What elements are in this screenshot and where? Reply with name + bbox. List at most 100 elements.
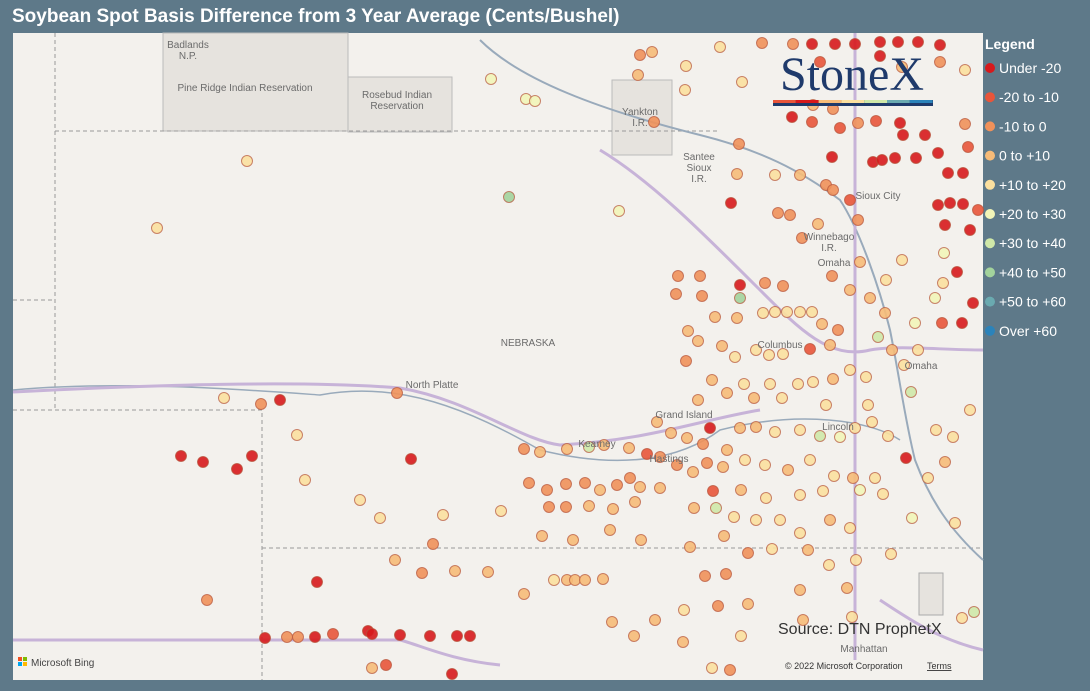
legend-swatch xyxy=(985,92,995,103)
map-dot xyxy=(784,209,796,221)
map-dot xyxy=(912,36,924,48)
map-dot xyxy=(681,432,693,444)
map-dot xyxy=(964,404,976,416)
map-dot xyxy=(292,631,304,643)
map-dot xyxy=(697,438,709,450)
map-dot xyxy=(766,543,778,555)
map-dot xyxy=(850,554,862,566)
map-dot xyxy=(241,155,253,167)
map-dot xyxy=(742,598,754,610)
legend-swatch xyxy=(985,267,995,278)
map-dot xyxy=(579,574,591,586)
map-dot xyxy=(718,530,730,542)
map-dot xyxy=(944,197,956,209)
map-dot xyxy=(939,219,951,231)
legend-swatch xyxy=(985,238,995,249)
map-dot xyxy=(701,457,713,469)
map-dot xyxy=(629,496,641,508)
map-label: Hastings xyxy=(650,454,689,465)
map-dot xyxy=(794,424,806,436)
map-dot xyxy=(874,36,886,48)
terms[interactable]: Terms xyxy=(927,661,952,671)
map-dot xyxy=(654,482,666,494)
legend-label: +20 to +30 xyxy=(999,206,1066,222)
map-dot xyxy=(374,512,386,524)
map-dot xyxy=(281,631,293,643)
map-layer xyxy=(12,32,984,680)
map-bg xyxy=(13,33,983,680)
map-label-line: I.R. xyxy=(821,243,837,254)
map-dot xyxy=(748,392,760,404)
map-label-line: Lincoln xyxy=(822,422,854,433)
map-dot xyxy=(828,470,840,482)
map-dot xyxy=(876,154,888,166)
map-dot xyxy=(781,306,793,318)
map-dot xyxy=(682,325,694,337)
map-label-line: Kearney xyxy=(578,439,615,450)
map-dot xyxy=(259,632,271,644)
map-dot xyxy=(721,444,733,456)
map-dot xyxy=(937,277,949,289)
map-dot xyxy=(824,514,836,526)
map-dot xyxy=(852,214,864,226)
map-dot xyxy=(449,565,461,577)
map-dot xyxy=(716,340,728,352)
map-label: Pine Ridge Indian Reservation xyxy=(177,83,312,94)
map-dot xyxy=(597,573,609,585)
map-label-line: Omaha xyxy=(905,361,938,372)
map-label-line: NEBRASKA xyxy=(501,338,556,349)
map-dot xyxy=(246,450,258,462)
map-dot xyxy=(820,399,832,411)
logo-strip xyxy=(818,100,842,103)
map-dot xyxy=(634,49,646,61)
map-dot xyxy=(416,567,428,579)
map-label: North Platte xyxy=(406,380,459,391)
map-dot xyxy=(757,307,769,319)
map-dot xyxy=(327,628,339,640)
map-dot xyxy=(806,38,818,50)
map-dot xyxy=(623,442,635,454)
map-dot xyxy=(734,279,746,291)
map-dot xyxy=(437,509,449,521)
map-dot xyxy=(844,522,856,534)
map-dot xyxy=(255,398,267,410)
map-dot xyxy=(796,232,808,244)
attribution: © 2022 Microsoft Corporation xyxy=(785,661,903,671)
legend-swatch xyxy=(985,179,995,190)
map-dot xyxy=(906,512,918,524)
map-dot xyxy=(738,378,750,390)
map-dot xyxy=(380,659,392,671)
map-dot xyxy=(870,115,882,127)
map-dot xyxy=(649,614,661,626)
map-label-line: Yankton xyxy=(622,107,658,118)
legend-swatch xyxy=(985,209,995,219)
map-dot xyxy=(687,466,699,478)
map-dot xyxy=(598,439,610,451)
map-dot xyxy=(677,636,689,648)
map-label-line: Pine Ridge Indian Reservation xyxy=(177,83,312,94)
map-dot xyxy=(866,416,878,428)
bing: Microsoft Bing xyxy=(31,658,94,669)
map-dot xyxy=(391,387,403,399)
map-dot xyxy=(696,290,708,302)
map-dot xyxy=(679,84,691,96)
map-label: Lincoln xyxy=(822,422,854,433)
map-dot xyxy=(560,501,572,513)
map-dot xyxy=(872,331,884,343)
map-dot xyxy=(665,427,677,439)
legend-label: Over +60 xyxy=(999,323,1057,339)
map-dot xyxy=(548,574,560,586)
map-dot xyxy=(291,429,303,441)
bing-logo xyxy=(18,657,22,661)
map-dot xyxy=(309,631,321,643)
map-dot xyxy=(814,430,826,442)
map-dot xyxy=(885,548,897,560)
map-dot xyxy=(951,266,963,278)
map-dot xyxy=(956,317,968,329)
map-dot xyxy=(774,514,786,526)
map-label-line: Reservation xyxy=(370,101,423,112)
map-dot xyxy=(841,582,853,594)
map-dot xyxy=(394,629,406,641)
map-dot xyxy=(712,600,724,612)
